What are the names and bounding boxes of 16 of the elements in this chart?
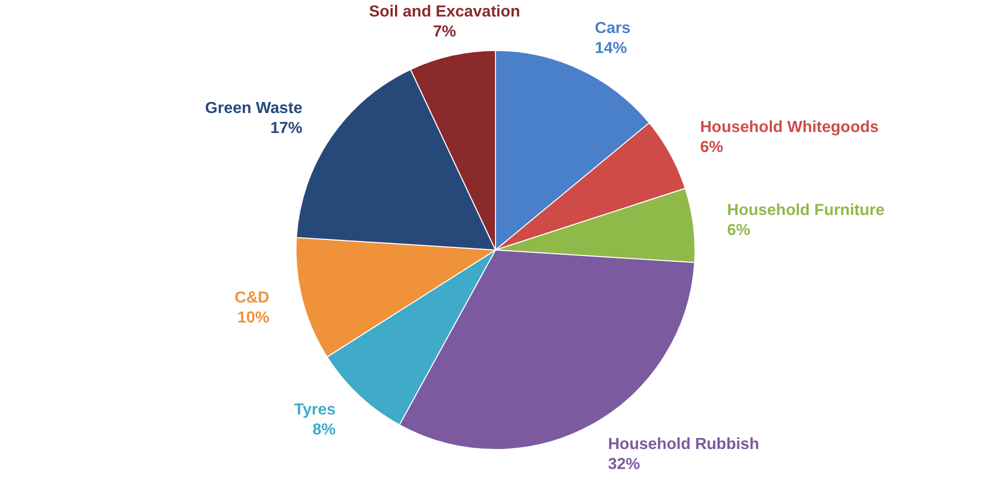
slice-label: Household Rubbish <box>608 436 760 454</box>
data-label: 32% <box>608 456 640 474</box>
slice-label: Household Whitegoods <box>700 118 879 136</box>
data-label: 10% <box>237 309 270 326</box>
slice-label: Soil and Excavation <box>368 4 520 21</box>
slice-label: Tyres <box>294 402 336 419</box>
slice-label: Cars <box>594 20 631 38</box>
data-label: 7% <box>433 24 456 41</box>
data-label: 8% <box>312 422 336 439</box>
data-label: 14% <box>594 40 627 58</box>
data-label: 17% <box>270 120 302 138</box>
slice-label: Household Furniture <box>727 202 885 220</box>
slice-label: Green Waste <box>205 100 302 118</box>
slice-label: C&D <box>234 289 270 306</box>
data-label: 6% <box>727 222 750 240</box>
data-label: 6% <box>700 138 724 156</box>
